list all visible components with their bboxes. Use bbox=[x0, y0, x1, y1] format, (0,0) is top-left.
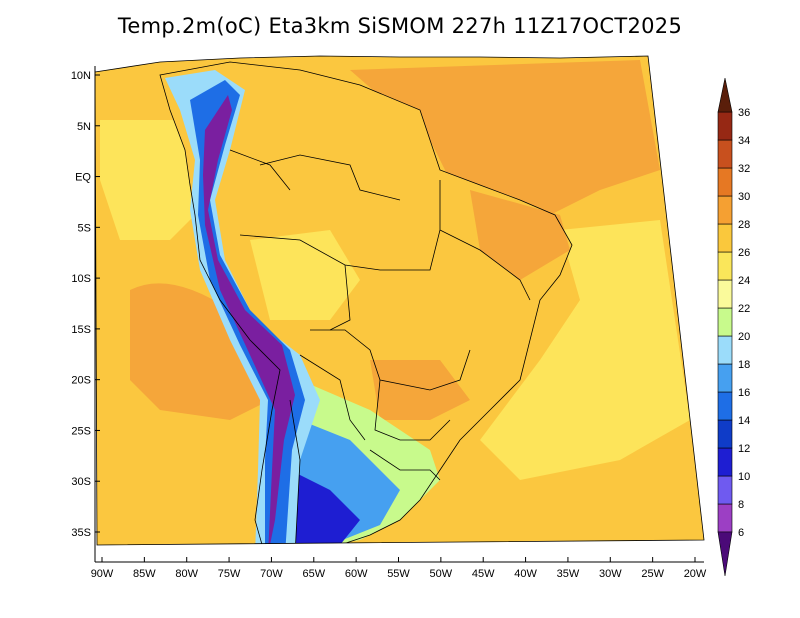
lon-tick-label: 85W bbox=[133, 568, 156, 580]
lat-tick-label: 5S bbox=[78, 222, 91, 234]
colorbar-label: 6 bbox=[738, 527, 744, 539]
colorbar-label: 30 bbox=[738, 191, 750, 203]
land-warm-region bbox=[370, 360, 470, 420]
colorbar-bin bbox=[717, 307, 733, 337]
lon-tick-label: 20W bbox=[684, 568, 707, 580]
colorbar-label: 10 bbox=[738, 471, 750, 483]
colorbar-bin bbox=[717, 475, 733, 505]
lon-tick-label: 35W bbox=[557, 568, 580, 580]
southern-cold-region bbox=[280, 470, 360, 545]
latitude-axis: 10N 5N EQ 5S 10S 15S 20S 25S 30S 35S bbox=[71, 70, 100, 539]
lon-tick-label: 90W bbox=[91, 568, 114, 580]
lon-tick-label: 30W bbox=[599, 568, 622, 580]
colorbar-label: 20 bbox=[738, 331, 750, 343]
colorbar-above-triangle bbox=[717, 77, 733, 113]
lon-tick-label: 75W bbox=[218, 568, 241, 580]
colorbar-label: 32 bbox=[738, 163, 750, 175]
colorbar-label: 12 bbox=[738, 443, 750, 455]
colorbar-bin bbox=[717, 139, 733, 169]
colorbar-below-triangle bbox=[717, 531, 733, 577]
map-domain bbox=[95, 56, 704, 545]
colorbar-bin bbox=[717, 335, 733, 365]
colorbar-label: 34 bbox=[738, 135, 750, 147]
lon-tick-label: 55W bbox=[387, 568, 410, 580]
colorbar-label: 22 bbox=[738, 303, 750, 315]
colorbar-label: 18 bbox=[738, 359, 750, 371]
colorbar-bin bbox=[717, 503, 733, 533]
colorbar-label: 28 bbox=[738, 219, 750, 231]
lon-tick-label: 60W bbox=[345, 568, 368, 580]
colorbar-label: 36 bbox=[738, 107, 750, 119]
colorbar-label: 26 bbox=[738, 247, 750, 259]
map-title: Temp.2m(oC) Eta3km SiSMOM 227h 11Z17OCT2… bbox=[117, 14, 683, 38]
andes-peaks bbox=[203, 95, 295, 545]
colorbar-bin bbox=[717, 223, 733, 253]
lat-tick-label: 25S bbox=[71, 425, 91, 437]
lat-tick-label: 35S bbox=[71, 527, 91, 539]
lon-tick-label: 80W bbox=[175, 568, 198, 580]
colorbar-label: 16 bbox=[738, 387, 750, 399]
longitude-axis: 90W 85W 80W 75W 70W 65W 60W 55W 50W 45W 40W 35W 30W 2… bbox=[91, 557, 707, 580]
map-frame bbox=[94, 55, 705, 546]
colorbar-bin bbox=[717, 195, 733, 225]
lon-tick-label: 45W bbox=[472, 568, 495, 580]
south-america-landmass bbox=[160, 62, 572, 545]
pacific-mild-region bbox=[100, 120, 210, 240]
lat-tick-label: 20S bbox=[71, 375, 91, 387]
colorbar-bin bbox=[717, 167, 733, 197]
lon-tick-label: 70W bbox=[260, 568, 283, 580]
colorbar-bin bbox=[717, 363, 733, 393]
colorbar-label: 24 bbox=[738, 275, 750, 287]
lat-tick-label: 5N bbox=[77, 121, 91, 133]
lat-tick-label: 10N bbox=[71, 70, 91, 82]
atlantic-warm-region bbox=[350, 60, 660, 230]
lat-tick-label: 30S bbox=[71, 476, 91, 488]
lat-tick-label: EQ bbox=[75, 172, 91, 184]
colorbar-bin bbox=[717, 447, 733, 477]
northeast-warm-region bbox=[470, 190, 570, 280]
colorbar: 6 8 10 12 14 16 18 20 22 24 26 28 30 32 34 36 bbox=[717, 77, 750, 577]
lon-tick-label: 25W bbox=[641, 568, 664, 580]
lon-tick-label: 40W bbox=[514, 568, 537, 580]
colorbar-label: 14 bbox=[738, 415, 750, 427]
amazon-mild-region bbox=[250, 230, 360, 320]
lat-tick-label: 15S bbox=[71, 324, 91, 336]
colorbar-bin bbox=[717, 419, 733, 449]
colorbar-bin bbox=[717, 279, 733, 309]
lon-tick-label: 50W bbox=[430, 568, 453, 580]
colorbar-bin bbox=[717, 251, 733, 281]
lat-tick-label: 10S bbox=[71, 273, 91, 285]
country-borders bbox=[159, 61, 573, 545]
colorbar-bin bbox=[717, 111, 733, 141]
colorbar-label: 8 bbox=[738, 499, 744, 511]
colorbar-bin bbox=[717, 391, 733, 421]
atlantic-mild-region bbox=[480, 220, 690, 480]
lon-tick-label: 65W bbox=[302, 568, 325, 580]
